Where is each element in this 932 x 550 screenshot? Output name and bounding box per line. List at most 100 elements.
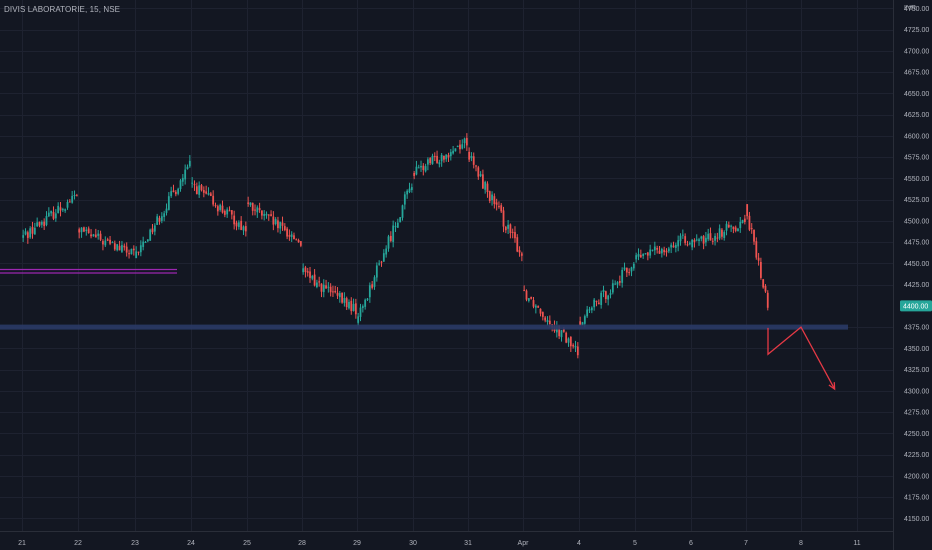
- candle-up: [484, 181, 487, 190]
- price-tick-label: 4475.00: [904, 240, 929, 247]
- candle-up: [50, 210, 53, 214]
- candle-down: [525, 290, 528, 300]
- candle-down: [306, 271, 309, 273]
- projection-path[interactable]: [767, 326, 836, 390]
- candle-up: [163, 213, 166, 217]
- candle-up: [24, 231, 27, 235]
- candle-down: [576, 346, 579, 356]
- candle-up: [614, 283, 617, 285]
- candle-up: [704, 237, 707, 243]
- price-tick-label: 4150.00: [904, 516, 929, 523]
- candle-up: [737, 228, 739, 232]
- candle-down: [295, 239, 298, 241]
- candle-down: [702, 236, 705, 244]
- candle-up: [660, 248, 663, 254]
- candle-up: [420, 166, 422, 168]
- candle-down: [334, 290, 337, 293]
- price-tick-label: 4250.00: [904, 431, 929, 438]
- candle-down: [530, 296, 533, 299]
- candle-down: [520, 253, 523, 256]
- candle-down: [468, 151, 471, 160]
- candle-down: [216, 206, 219, 212]
- candle-down: [137, 251, 140, 253]
- candle-down: [113, 243, 116, 250]
- price-tick-label: 4650.00: [904, 91, 929, 98]
- candle-down: [281, 222, 284, 226]
- candle-down: [286, 228, 289, 237]
- candle-down: [516, 237, 519, 252]
- candle-up: [507, 224, 510, 229]
- price-tick-label: 4575.00: [904, 155, 929, 162]
- candle-up: [396, 222, 399, 228]
- candle-down: [329, 286, 332, 293]
- candle-down: [504, 226, 507, 231]
- candle-down: [639, 254, 642, 258]
- candle-down: [304, 267, 307, 273]
- candle-down: [267, 214, 270, 216]
- candle-up: [470, 155, 473, 159]
- candle-up: [723, 232, 726, 238]
- candle-down: [684, 236, 687, 244]
- candle-down: [99, 233, 102, 240]
- candle-up: [649, 249, 652, 256]
- candle-up: [401, 205, 404, 218]
- candle-down: [562, 328, 565, 332]
- candle-up: [454, 148, 457, 152]
- candle-up: [424, 166, 427, 172]
- candle-up: [167, 196, 170, 210]
- candle-up: [403, 194, 406, 205]
- candle-down: [258, 208, 261, 211]
- candle-up: [146, 239, 149, 242]
- candle-up: [438, 162, 441, 165]
- candle-up: [85, 229, 88, 231]
- candle-up: [590, 307, 593, 311]
- candle-down: [132, 248, 135, 251]
- candle-down: [625, 267, 628, 273]
- candle-down: [235, 222, 238, 227]
- candle-up: [237, 222, 240, 227]
- candle-down: [436, 155, 438, 163]
- candle-up: [149, 229, 152, 241]
- symbol-title[interactable]: DIVIS LABORATORIE, 15, NSE: [4, 5, 121, 14]
- price-axis[interactable]: 4150.00 4175.00 4200.00 4225.00 4250.00 4275.…: [893, 0, 932, 550]
- candle-down: [174, 191, 177, 195]
- candle-down: [209, 193, 212, 196]
- candle-up: [327, 286, 330, 288]
- price-tick-label: 4275.00: [904, 410, 929, 417]
- candle-up: [170, 191, 173, 197]
- candle-down: [325, 285, 327, 289]
- candle-down: [537, 306, 540, 308]
- candle-down: [498, 206, 500, 208]
- candle-up: [714, 235, 716, 241]
- candle-down: [251, 202, 254, 211]
- candle-down: [320, 283, 323, 292]
- candle-up: [586, 309, 589, 317]
- candle-down: [43, 221, 46, 227]
- candle-up: [581, 322, 584, 326]
- candle-up: [730, 225, 733, 227]
- candle-up: [679, 235, 682, 242]
- candle-up: [642, 254, 645, 257]
- candle-up: [29, 228, 32, 238]
- candle-down: [193, 184, 196, 186]
- candle-up: [364, 299, 367, 307]
- time-axis[interactable]: 21 22 23 24 25 28 29 30 31 Apr 4 5 6 7 8 11: [0, 531, 893, 548]
- candle-up: [160, 216, 163, 221]
- candle-down: [59, 207, 62, 211]
- support-line[interactable]: [0, 324, 848, 330]
- candle-up: [534, 305, 537, 308]
- candle-up: [410, 187, 413, 191]
- candle-down: [493, 196, 496, 204]
- candle-up: [681, 234, 684, 236]
- candles: [22, 133, 769, 359]
- candle-down: [686, 244, 689, 246]
- candle-down: [514, 232, 516, 239]
- candle-up: [560, 330, 563, 338]
- candle-down: [52, 211, 55, 219]
- candle-down: [488, 191, 491, 202]
- candle-up: [375, 265, 378, 278]
- candle-up: [651, 249, 654, 251]
